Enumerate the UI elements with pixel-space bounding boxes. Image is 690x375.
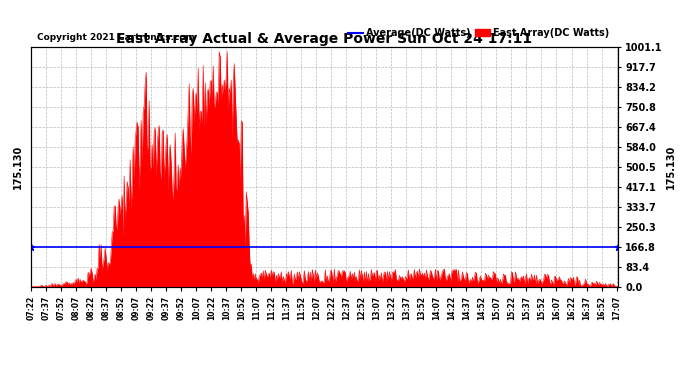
Y-axis label: 175.130: 175.130	[665, 145, 676, 189]
Text: Copyright 2021 Cartronics.com: Copyright 2021 Cartronics.com	[37, 33, 195, 42]
Legend: Average(DC Watts), East Array(DC Watts): Average(DC Watts), East Array(DC Watts)	[344, 24, 613, 42]
Y-axis label: 175.130: 175.130	[13, 145, 23, 189]
Title: East Array Actual & Average Power Sun Oct 24 17:11: East Array Actual & Average Power Sun Oc…	[116, 32, 533, 46]
